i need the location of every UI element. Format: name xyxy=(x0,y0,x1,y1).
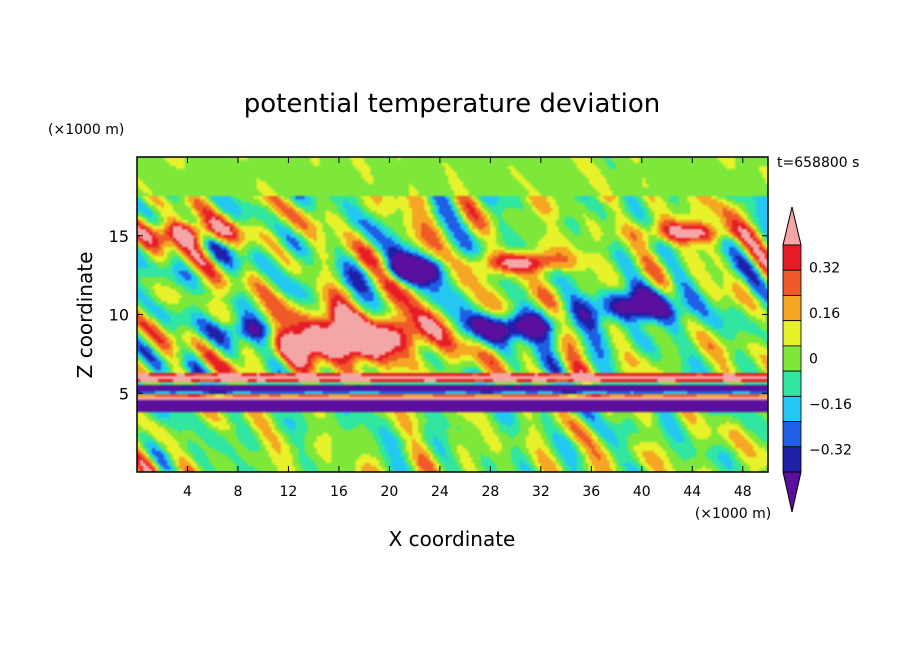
x-tick-label: 20 xyxy=(380,484,398,500)
colorbar-bottom-triangle xyxy=(782,471,802,513)
z-tick-label: 10 xyxy=(109,306,129,325)
chart-title: potential temperature deviation xyxy=(244,89,660,119)
colorbar-top-triangle xyxy=(782,206,802,246)
x-tick-label: 4 xyxy=(183,484,192,500)
z-axis: 5 10 15 xyxy=(109,227,768,403)
x-tick-label: 28 xyxy=(481,484,499,500)
x-tick-label: 48 xyxy=(734,484,752,500)
z-axis-label: Z coordinate xyxy=(73,252,97,379)
z-tick-label: 5 xyxy=(119,384,129,403)
z-tick-label: 15 xyxy=(109,227,129,246)
x-tick-label: 36 xyxy=(582,484,600,500)
colorbar-tick-label: 0.16 xyxy=(809,306,840,322)
x-tick-label: 16 xyxy=(330,484,348,500)
colorbar-swatch xyxy=(782,421,802,448)
x-tick-label: 32 xyxy=(532,484,550,500)
x-axis-label: X coordinate xyxy=(389,527,516,551)
x-axis: 4 8 12 16 20 24 28 32 36 40 44 48 xyxy=(183,157,752,500)
colorbar-swatch xyxy=(782,244,802,271)
colorbar-tick-label: 0 xyxy=(809,352,818,368)
colorbar-tick-label: −0.16 xyxy=(809,397,852,413)
x-tick-label: 12 xyxy=(280,484,298,500)
z-unit-label: (×1000 m) xyxy=(48,122,124,138)
colorbar-swatch xyxy=(782,269,802,296)
contour-field xyxy=(137,157,768,472)
x-tick-label: 24 xyxy=(431,484,449,500)
colorbar-swatch xyxy=(782,370,802,397)
colorbar-swatch xyxy=(782,345,802,372)
colorbar-swatch xyxy=(782,295,802,322)
colorbar-swatch xyxy=(782,320,802,347)
colorbar-swatch xyxy=(782,395,802,422)
x-unit-label: (×1000 m) xyxy=(695,506,771,522)
colorbar: 0.32 0.16 0 −0.16 −0.32 xyxy=(782,206,852,513)
colorbar-tick-label: 0.32 xyxy=(809,261,840,277)
contour-field-image xyxy=(137,157,768,472)
colorbar-swatch xyxy=(782,446,802,473)
x-tick-label: 44 xyxy=(683,484,701,500)
x-tick-label: 8 xyxy=(233,484,242,500)
x-tick-label: 40 xyxy=(633,484,651,500)
colorbar-tick-label: −0.32 xyxy=(809,442,852,458)
time-label: t=658800 s xyxy=(777,155,859,171)
